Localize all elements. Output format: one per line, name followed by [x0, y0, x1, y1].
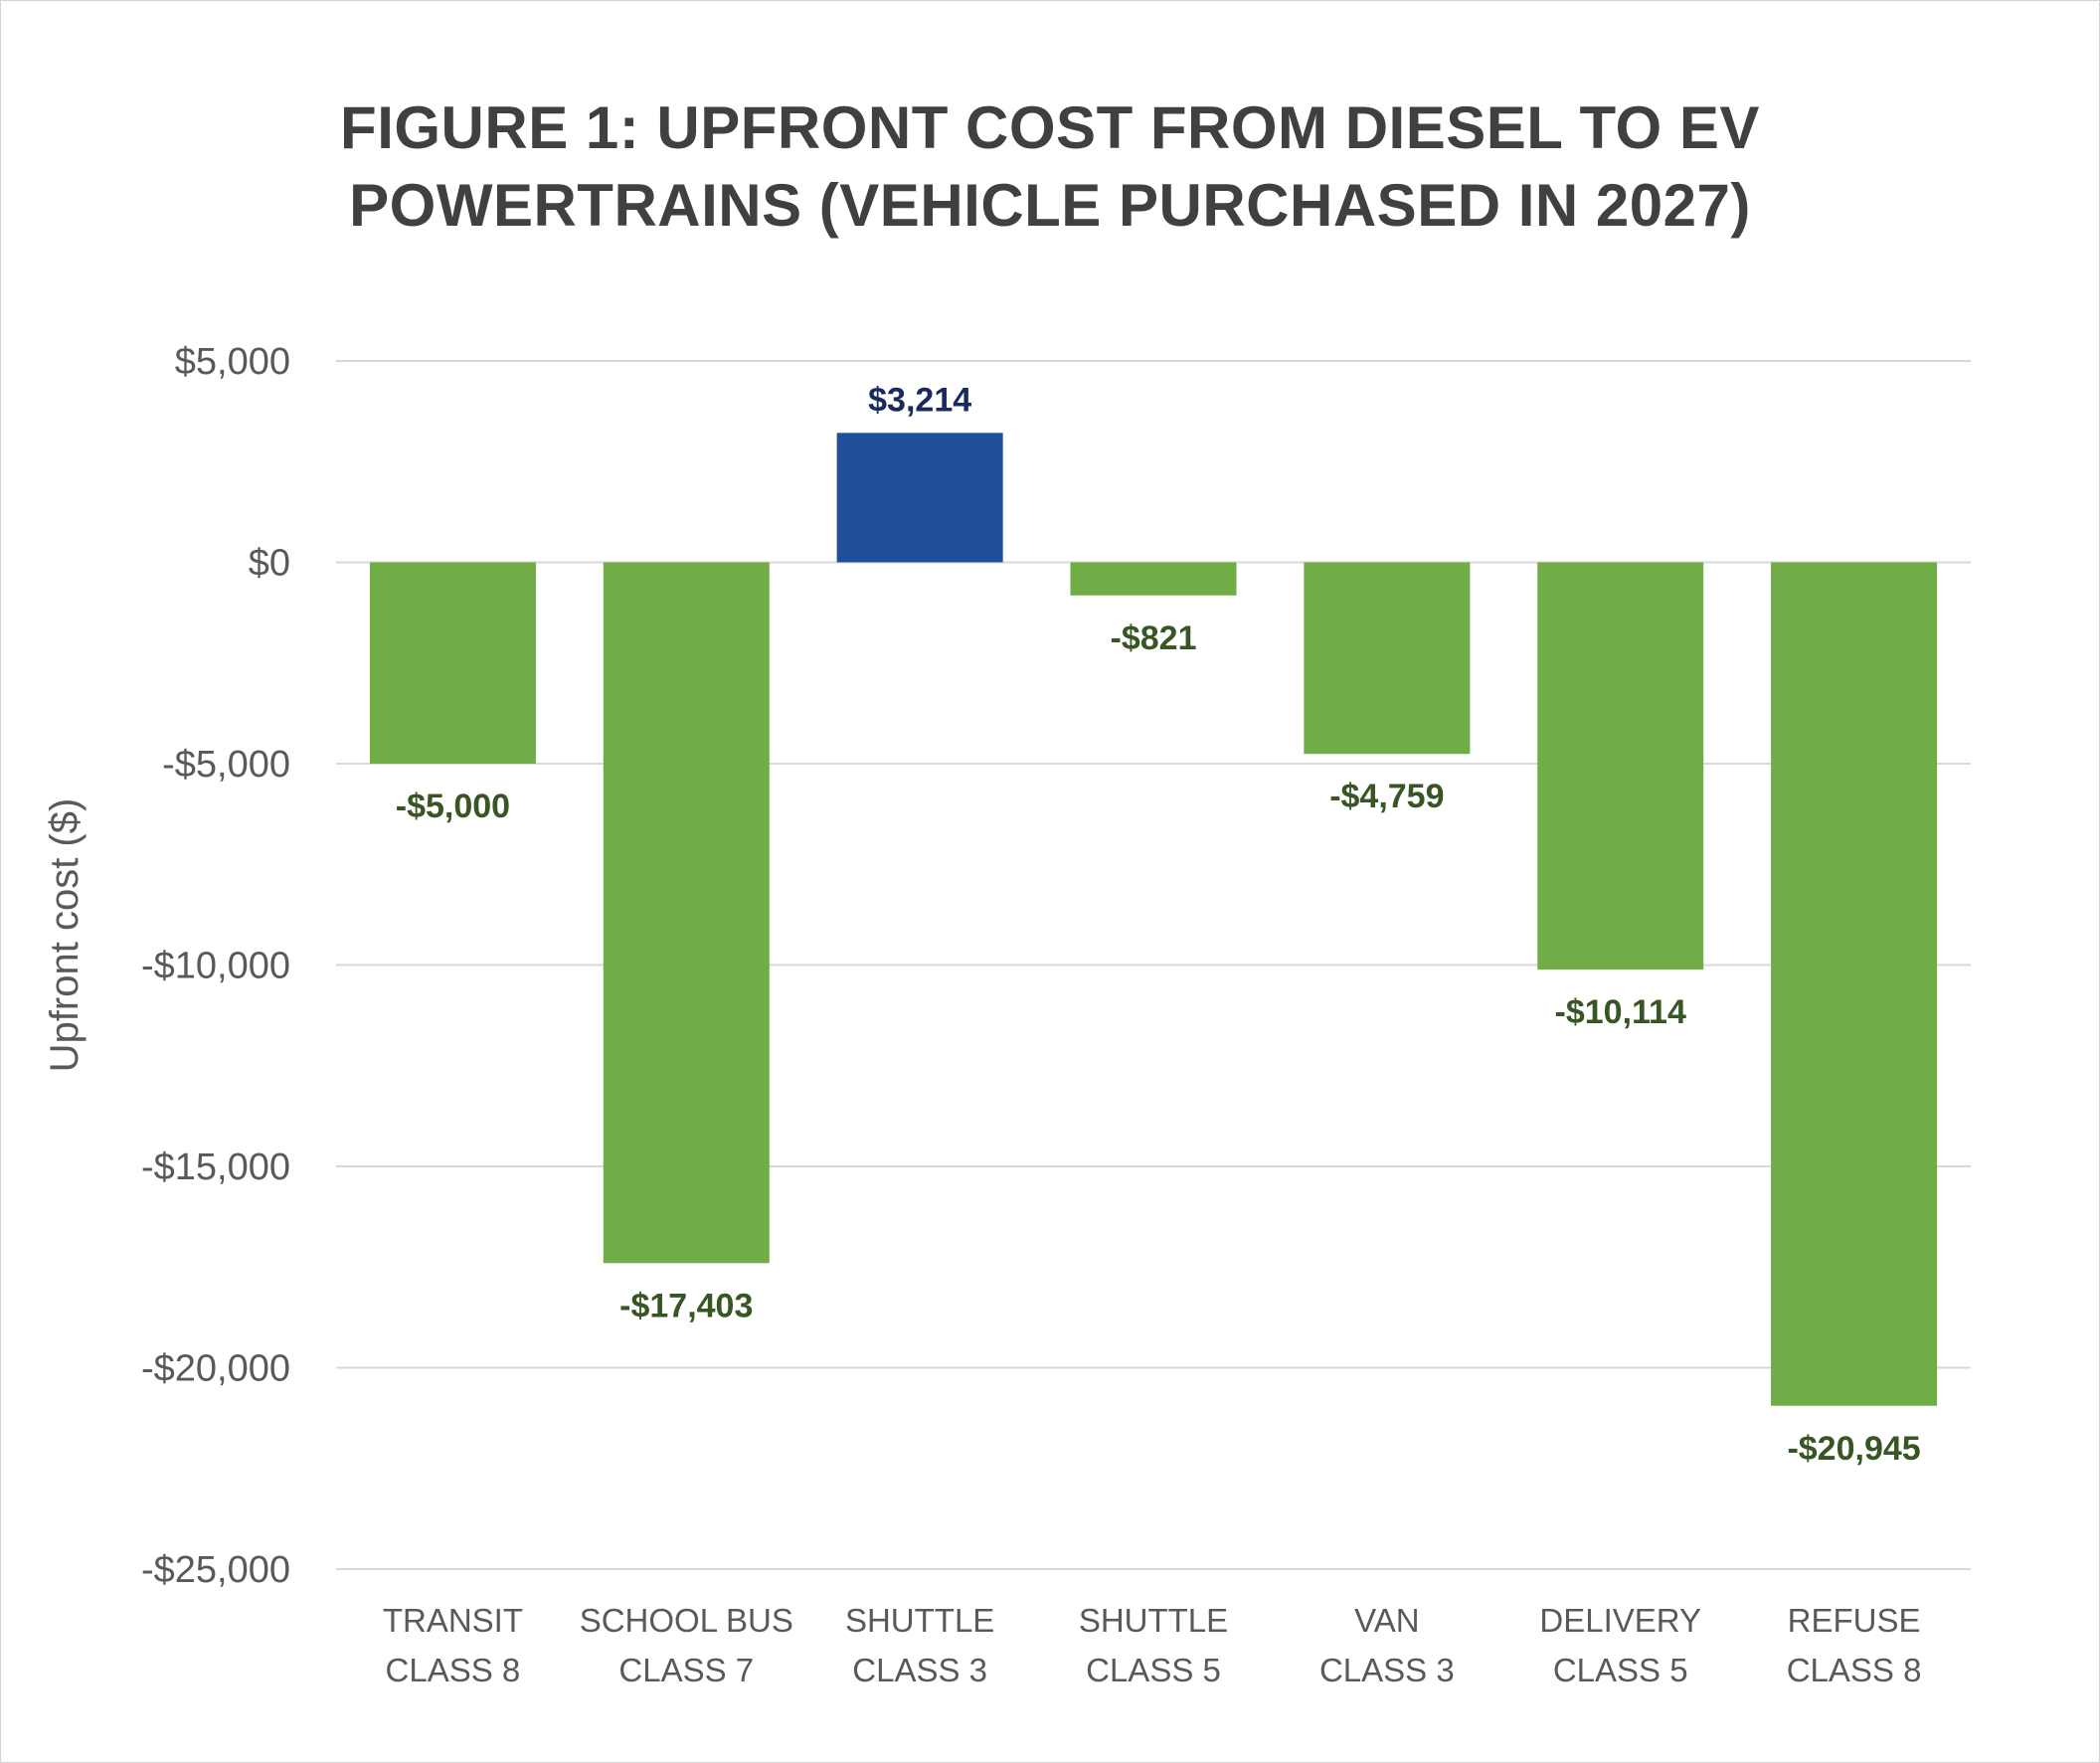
- x-category-label: DELIVERY: [1539, 1602, 1701, 1639]
- data-label: -$5,000: [396, 788, 510, 825]
- bar: [836, 433, 1003, 563]
- data-labels: -$5,000 -$17,403 $3,214 -$821 -$4,759 -$10,11…: [396, 381, 1921, 1467]
- data-label: $3,214: [868, 381, 971, 419]
- y-axis-title: Upfront cost ($): [43, 798, 87, 1073]
- bar: [1070, 562, 1237, 596]
- x-category-label: CLASS 3: [1319, 1652, 1455, 1688]
- bar: [1537, 562, 1704, 970]
- bar: [369, 562, 536, 764]
- y-axis-ticks: $5,000 $0 -$5,000 -$10,000 -$15,000 -$20,000 -…: [141, 341, 290, 1591]
- bars: [369, 433, 1938, 1406]
- x-category-label: CLASS 3: [852, 1652, 987, 1688]
- x-category-label: CLASS 7: [618, 1652, 754, 1688]
- y-tick-label: -$25,000: [141, 1549, 290, 1591]
- chart-title-line-1: FIGURE 1: UPFRONT COST FROM DIESEL TO EV: [340, 94, 1760, 161]
- y-tick-label: $5,000: [175, 341, 290, 383]
- x-category-label: CLASS 5: [1086, 1652, 1221, 1688]
- data-label: -$10,114: [1555, 993, 1686, 1031]
- data-label: -$20,945: [1787, 1430, 1920, 1468]
- x-category-label: SHUTTLE: [845, 1602, 994, 1639]
- y-tick-label: -$15,000: [141, 1146, 290, 1188]
- x-category-label: CLASS 8: [1787, 1652, 1922, 1688]
- x-category-label: SHUTTLE: [1079, 1602, 1228, 1639]
- data-label: -$4,759: [1329, 778, 1444, 815]
- bar: [1304, 562, 1471, 755]
- y-tick-label: -$10,000: [141, 946, 290, 987]
- bar: [1771, 562, 1938, 1406]
- x-category-label: CLASS 8: [386, 1652, 521, 1688]
- y-tick-label: -$20,000: [141, 1348, 290, 1390]
- y-tick-label: -$5,000: [162, 744, 290, 786]
- x-category-label: CLASS 5: [1553, 1652, 1688, 1688]
- chart-title-line-2: POWERTRAINS (VEHICLE PURCHASED IN 2027): [349, 172, 1751, 239]
- x-axis-categories: TRANSIT CLASS 8 SCHOOL BUS CLASS 7 SHUTTLE CL…: [383, 1602, 1922, 1688]
- x-category-label: SCHOOL BUS: [580, 1602, 793, 1639]
- x-category-label: REFUSE: [1788, 1602, 1921, 1639]
- y-tick-label: $0: [249, 543, 290, 585]
- gridlines: [336, 360, 1971, 1570]
- data-label: -$821: [1111, 619, 1197, 657]
- x-category-label: VAN: [1354, 1602, 1419, 1639]
- x-category-label: TRANSIT: [383, 1602, 523, 1639]
- data-label: -$17,403: [619, 1287, 753, 1324]
- bar: [603, 562, 770, 1264]
- chart-title: FIGURE 1: UPFRONT COST FROM DIESEL TO EV…: [0, 89, 2100, 245]
